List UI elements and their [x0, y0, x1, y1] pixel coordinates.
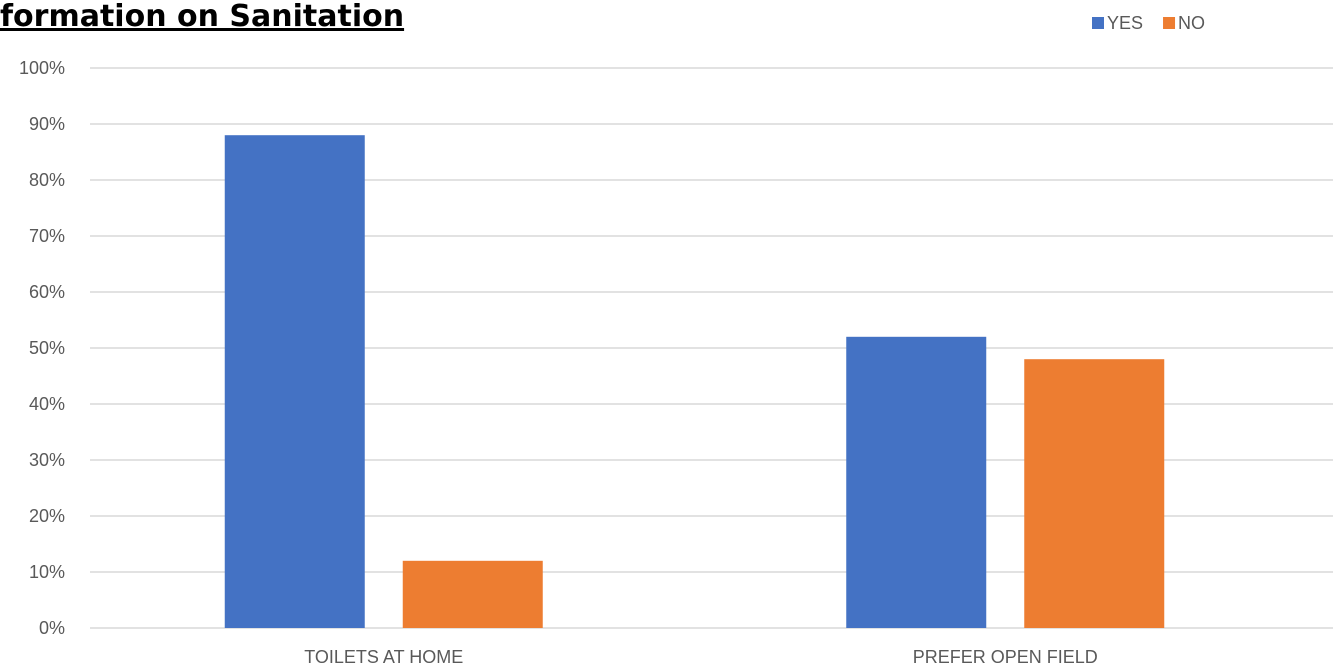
- y-tick-label: 70%: [29, 226, 65, 246]
- x-category-label: PREFER OPEN FIELD: [913, 647, 1098, 667]
- y-tick-label: 60%: [29, 282, 65, 302]
- legend: YES NO: [1092, 13, 1205, 33]
- bars: [224, 135, 1165, 628]
- y-tick-label: 90%: [29, 114, 65, 134]
- legend-label-no: NO: [1178, 13, 1205, 33]
- y-tick-label: 10%: [29, 562, 65, 582]
- y-tick-label: 20%: [29, 506, 65, 526]
- legend-swatch-yes: [1092, 17, 1104, 29]
- bar-no-1: [402, 560, 543, 628]
- bar-yes-2: [846, 336, 987, 628]
- y-axis-ticks: 0% 10% 20% 30% 40% 50% 60% 70% 80% 90% 100%: [19, 58, 65, 638]
- y-tick-label: 100%: [19, 58, 65, 78]
- chart-title: formation on Sanitation: [0, 0, 405, 34]
- bar-no-2: [1024, 359, 1165, 628]
- y-tick-label: 0%: [39, 618, 65, 638]
- legend-label-yes: YES: [1107, 13, 1143, 33]
- y-tick-label: 40%: [29, 394, 65, 414]
- y-tick-label: 80%: [29, 170, 65, 190]
- x-axis-labels: TOILETS AT HOME PREFER OPEN FIELD: [304, 647, 1098, 667]
- bar-yes-1: [224, 135, 365, 628]
- x-category-label: TOILETS AT HOME: [304, 647, 463, 667]
- legend-swatch-no: [1163, 17, 1176, 29]
- y-tick-label: 50%: [29, 338, 65, 358]
- y-tick-label: 30%: [29, 450, 65, 470]
